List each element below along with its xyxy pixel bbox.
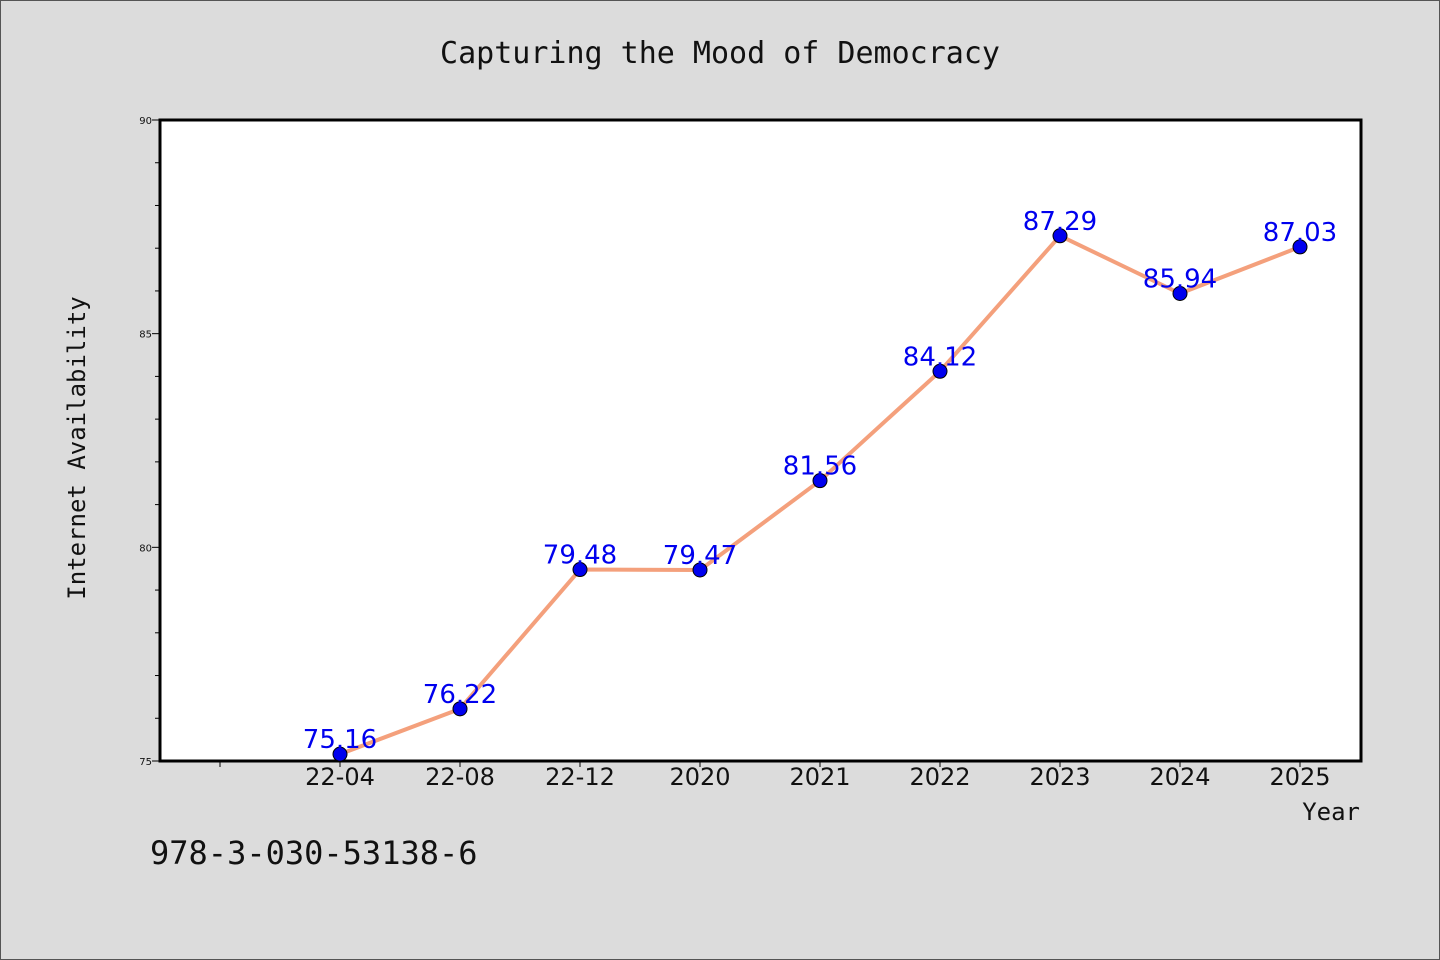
data-label: 79.47 [663,541,737,571]
data-point [1292,239,1308,255]
data-point [332,746,348,762]
footnote-isbn: 978-3-030-53138-6 [150,834,478,872]
y-tick-label: 90 [139,116,152,127]
x-tick-label: 22-08 [425,763,495,791]
data-point [1172,285,1188,301]
data-point [692,562,708,578]
data-label: 87.29 [1023,207,1097,237]
x-axis-label: Year [1302,798,1360,826]
x-tick-label: 22-04 [305,763,375,791]
x-tick-label: 2021 [789,763,850,791]
data-label: 79.48 [543,541,617,571]
data-point [452,701,468,717]
series-markers [332,228,1308,762]
x-tick-label: 2025 [1269,763,1330,791]
data-label: 76.22 [423,680,497,710]
data-labels: 75.16 76.22 79.48 79.47 81.56 84.12 87.29 85.94… [303,207,1337,755]
data-label: 85.94 [1143,264,1217,294]
y-tick-label: 80 [139,543,152,554]
data-label: 81.56 [783,452,857,482]
data-point [1052,228,1068,244]
data-label: 75.16 [303,725,377,755]
x-tick-label: 22-12 [545,763,615,791]
x-axis: 22-04 22-08 22-12 2020 2021 2022 2023 2024 2025 [219,761,1331,791]
data-point [812,473,828,489]
y-tick-label: 75 [139,757,152,768]
data-label: 87.03 [1263,218,1337,248]
y-axis-label: Internet Availability [63,296,91,599]
x-tick-label: 2022 [909,763,970,791]
x-tick-label: 2020 [669,763,730,791]
data-point [932,363,948,379]
x-tick-label: 2023 [1029,763,1090,791]
y-tick-label: 85 [139,330,152,341]
plot-area [158,118,1363,763]
data-label: 84.12 [903,342,977,372]
x-tick-label: 2024 [1149,763,1210,791]
chart-title: Capturing the Mood of Democracy [440,36,1000,71]
y-axis: 75 80 85 90 [139,116,160,768]
data-point [572,562,588,578]
